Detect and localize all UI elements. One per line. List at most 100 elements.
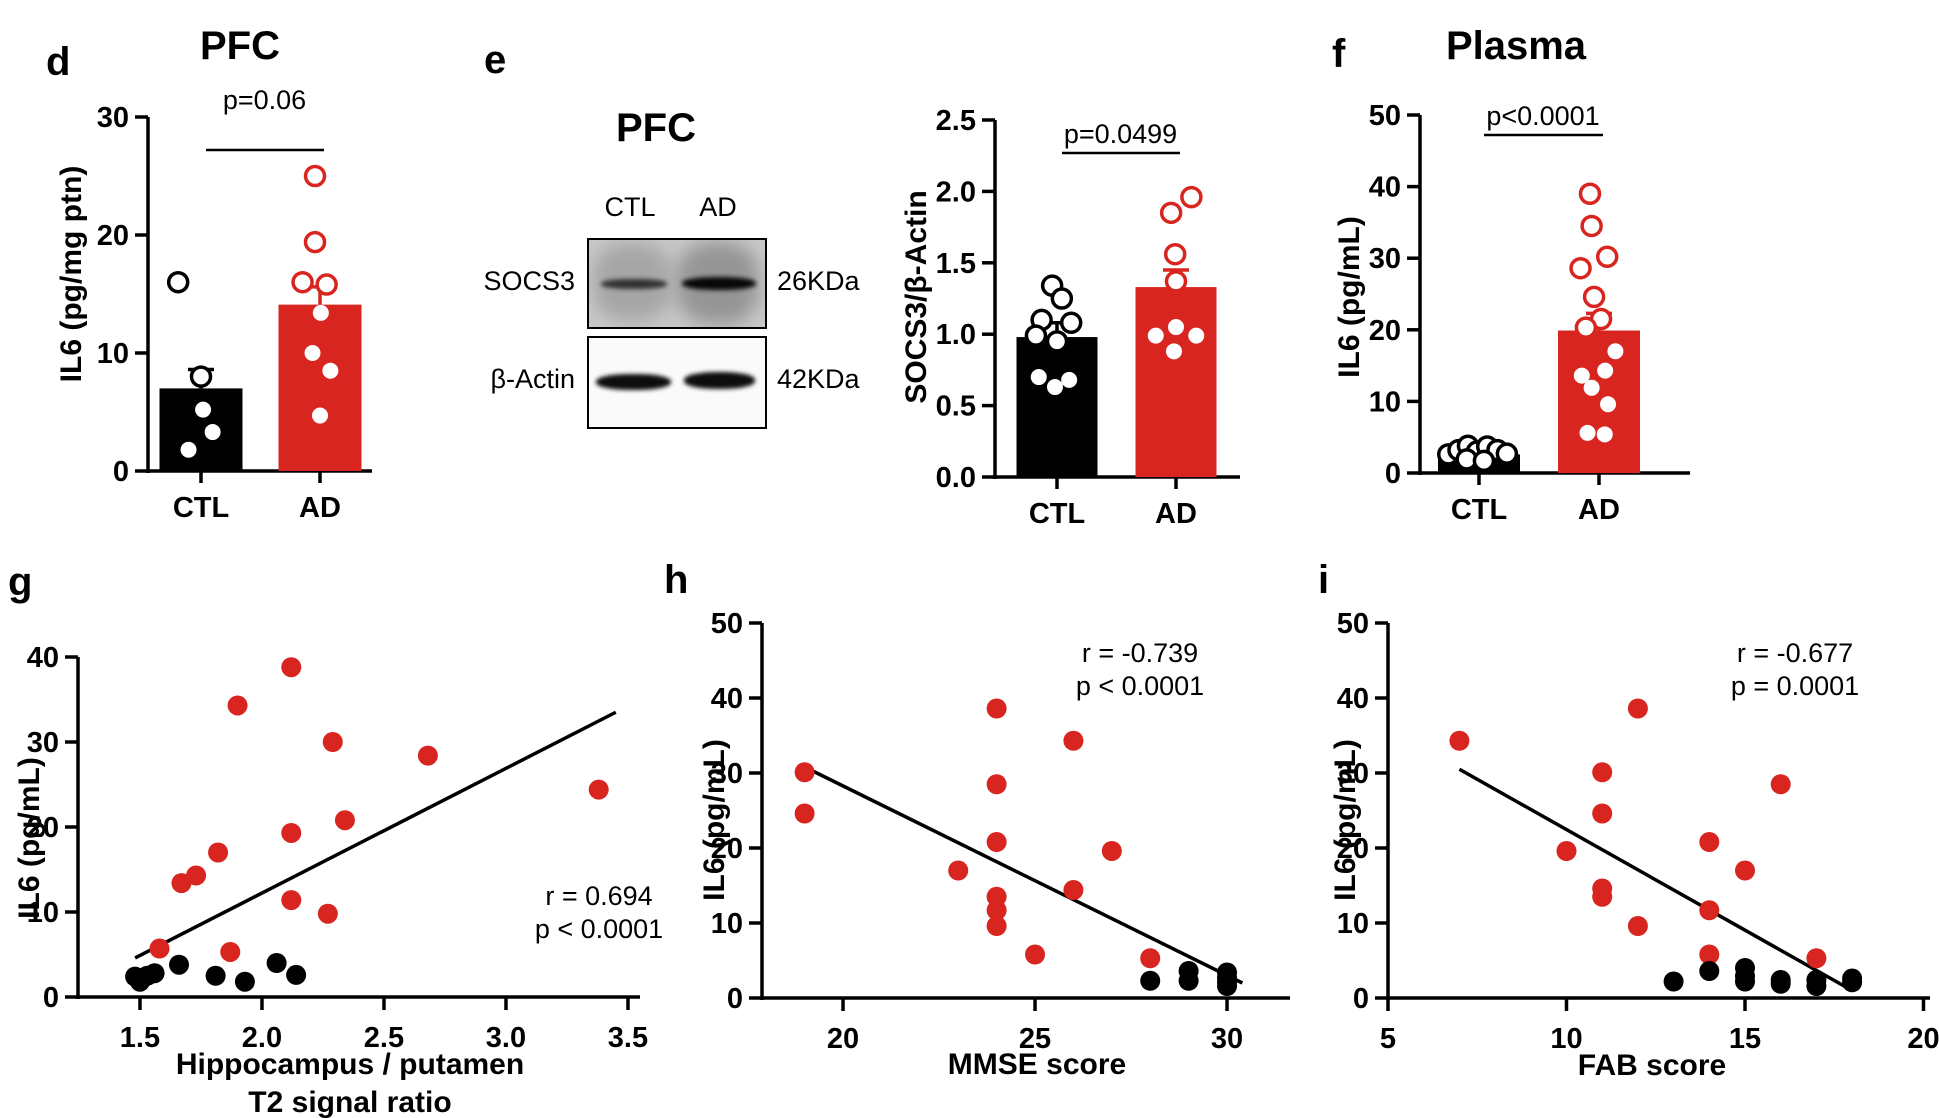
- blot-band-bactin-ctl: [596, 374, 671, 390]
- scatter-point-ad: [1063, 730, 1084, 751]
- data-point-dot: [1573, 367, 1590, 384]
- data-point-dot: [312, 304, 329, 321]
- data-point-open: [1569, 256, 1592, 280]
- panel-label-e: e: [484, 38, 507, 82]
- data-point-open: [189, 365, 213, 388]
- scatter-point-ad: [1592, 886, 1613, 907]
- scatter-point-ad: [986, 916, 1007, 936]
- y-tick-label: 30: [1337, 758, 1369, 790]
- scatter-point-ad: [281, 657, 302, 678]
- y-tick-label: 50: [711, 608, 743, 640]
- p-value-text: p=0.06: [223, 85, 306, 115]
- y-tick-label: 10: [27, 897, 59, 929]
- blot-protein-bactin-label: β-Actin: [490, 364, 575, 394]
- scatter-point-ctl: [1178, 970, 1199, 991]
- panel-f-title: Plasma: [1445, 24, 1587, 68]
- scatter-point-ctl: [1735, 971, 1755, 992]
- blot-image-socs3: [587, 238, 767, 329]
- y-tick-label: 40: [1337, 683, 1369, 715]
- y-tick-label: 2.0: [936, 176, 976, 208]
- scatter-point-ad: [171, 873, 192, 894]
- category-label: CTL: [1029, 498, 1085, 530]
- data-point-open: [1495, 442, 1519, 465]
- scatter-point-ad: [1140, 948, 1161, 969]
- panel-label-f: f: [1332, 32, 1346, 76]
- scatter-point-ad: [986, 900, 1007, 921]
- scatter-point-ad: [1699, 900, 1720, 921]
- y-tick-label: 0: [1353, 983, 1369, 1015]
- x-tick-label: 10: [1550, 1023, 1582, 1055]
- data-point-dot: [1165, 343, 1182, 360]
- scatter-point-ad: [220, 941, 241, 962]
- panel-e-ylabel: SOCS3/β-Actin: [900, 190, 933, 404]
- y-tick-label: 1.0: [936, 319, 976, 351]
- scatter-point-ctl: [1217, 976, 1238, 996]
- panel-h-xlabel: MMSE score: [947, 1048, 1127, 1081]
- panel-g-xlabel-line2: T2 signal ratio: [248, 1086, 452, 1118]
- category-label: AD: [299, 492, 341, 524]
- y-tick-label: 0: [113, 456, 129, 488]
- panel-h-p-value: p < 0.0001: [1075, 671, 1205, 701]
- scatter-point-ad: [1806, 948, 1827, 969]
- y-tick-label: 30: [97, 102, 129, 134]
- category-label: AD: [1155, 498, 1197, 530]
- panel-g-annotation: r = 0.694 p < 0.0001: [535, 880, 663, 946]
- data-point-dot: [1030, 369, 1047, 386]
- panel-d-title: PFC: [200, 24, 280, 68]
- blot-protein-socs3-label: SOCS3: [483, 266, 575, 296]
- scatter-point-ad: [208, 842, 229, 863]
- data-point-dot: [304, 345, 321, 361]
- scatter-point-ad: [1556, 841, 1577, 861]
- category-label: CTL: [1451, 494, 1507, 526]
- panel-h-r-value: r = -0.739: [1081, 638, 1199, 668]
- data-point-dot: [1597, 362, 1614, 379]
- panel-h-annotation: r = -0.739 p < 0.0001: [1076, 637, 1204, 703]
- x-tick-label: 15: [1729, 1023, 1761, 1055]
- y-tick-label: 0.0: [936, 462, 976, 494]
- scatter-point-ad: [417, 745, 438, 766]
- data-point-open: [1050, 287, 1074, 310]
- y-tick-label: 40: [27, 642, 59, 674]
- x-tick-label: 25: [1019, 1023, 1051, 1055]
- panel-label-h: h: [664, 558, 689, 602]
- panel-i-p-value: p = 0.0001: [1730, 671, 1860, 701]
- scatter-point-ctl: [1699, 961, 1720, 981]
- scatter-point-ctl: [234, 971, 255, 992]
- panel-h-chart: 0 10 20 30 40 50 20 25 30: [711, 608, 1290, 1055]
- data-point-dot: [195, 401, 212, 418]
- scatter-point-ctl: [1663, 971, 1684, 992]
- data-point-dot: [204, 424, 221, 441]
- x-tick-label: 20: [827, 1023, 859, 1055]
- y-tick-label: 40: [711, 683, 743, 715]
- p-value-text: p<0.0001: [1486, 101, 1599, 131]
- panel-label-g: g: [8, 560, 33, 604]
- y-tick-label: 0: [727, 983, 743, 1015]
- x-tick-label: 2.5: [364, 1022, 404, 1054]
- category-label: CTL: [173, 492, 229, 524]
- data-point-open: [1582, 285, 1606, 309]
- x-tick-label: 30: [1211, 1023, 1243, 1055]
- scatter-point-ad: [317, 903, 338, 924]
- scatter-point-ad: [986, 774, 1007, 795]
- data-point-open: [1163, 242, 1187, 266]
- data-point-dot: [1579, 424, 1596, 441]
- y-tick-label: 50: [1337, 608, 1369, 640]
- scatter-point-ad: [588, 779, 609, 800]
- scatter-point-ad: [281, 822, 302, 843]
- y-tick-label: 20: [97, 220, 129, 252]
- blot-title: PFC: [616, 106, 696, 150]
- data-point-open: [1595, 245, 1619, 269]
- blot-weight-26kda-label: 26KDa: [777, 266, 860, 296]
- scatter-point-ad: [1063, 880, 1084, 900]
- y-tick-label: 20: [1369, 315, 1401, 347]
- scatter-point-ad: [1699, 832, 1720, 852]
- trendline: [1458, 767, 1853, 993]
- bar-ad: [1558, 330, 1640, 473]
- panel-label-d: d: [46, 40, 71, 84]
- panel-i-r-value: r = -0.677: [1736, 638, 1854, 668]
- data-point-dot: [1046, 379, 1063, 396]
- trendline: [134, 710, 617, 960]
- panel-i-chart: 0 10 20 30 40 50 5 10 15 20: [1337, 608, 1939, 1055]
- blot-lane-ad-label: AD: [699, 192, 737, 222]
- y-tick-label: 0.5: [936, 391, 976, 423]
